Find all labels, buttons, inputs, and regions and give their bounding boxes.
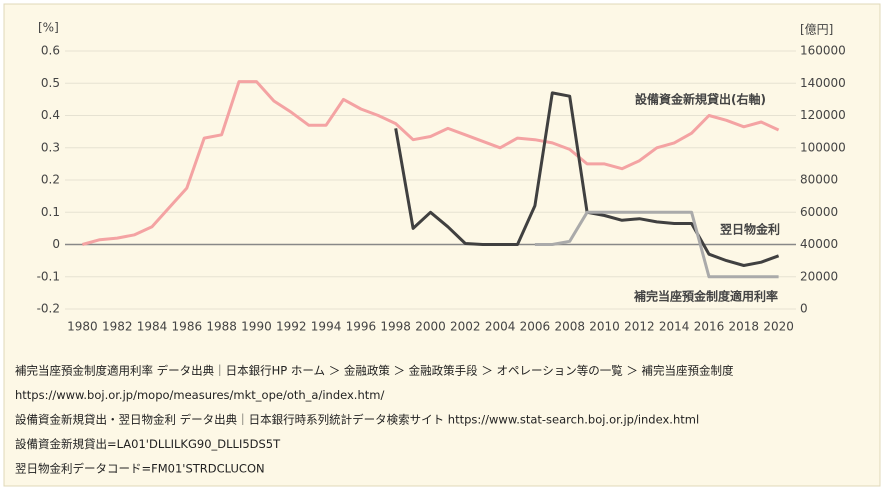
y-tick-label: 0.6 [41, 44, 60, 58]
x-tick-label: 2002 [450, 320, 481, 334]
y2-tick-label: 0 [800, 302, 808, 316]
y2-tick-label: 20000 [800, 269, 838, 283]
series-label: 翌日物金利 [720, 222, 780, 237]
source-note: https://www.boj.or.jp/mopo/measures/mkt_… [15, 388, 384, 402]
x-tick-label: 1992 [276, 320, 307, 334]
source-note: 翌日物金利データコード=FM01'STRDCLUCON [15, 462, 265, 476]
series-line [82, 80, 780, 246]
y2-unit: [億円] [800, 23, 833, 37]
y2-tick-label: 80000 [800, 173, 838, 187]
x-tick-label: 2016 [694, 320, 725, 334]
x-tick-label: 1990 [241, 320, 272, 334]
y2-tick-label: 160000 [800, 44, 846, 58]
x-tick-label: 1994 [311, 320, 342, 334]
x-tick-label: 1980 [67, 320, 98, 334]
x-tick-label: 1998 [380, 320, 411, 334]
source-note: 補完当座預金制度適用利率 データ出典｜日本銀行HP ホーム ＞ 金融政策 ＞ 金… [15, 364, 734, 378]
y-tick-label: 0.2 [41, 173, 60, 187]
x-tick-label: 2014 [659, 320, 690, 334]
source-note: 設備資金新規貸出=LA01'DLLILKG90_DLLI5DS5T [15, 437, 281, 451]
x-tick-label: 2012 [624, 320, 655, 334]
y2-tick-label: 120000 [800, 108, 846, 122]
x-tick-label: 2008 [554, 320, 585, 334]
series-line [534, 210, 779, 279]
y2-tick-label: 100000 [800, 140, 846, 154]
y2-tick-label: 60000 [800, 205, 838, 219]
x-tick-label: 1996 [346, 320, 377, 334]
y-unit: [%] [38, 21, 59, 35]
x-tick-label: 2000 [415, 320, 446, 334]
y-tick-label: 0.1 [41, 205, 60, 219]
x-tick-label: 2020 [763, 320, 794, 334]
y-tick-label: -0.1 [37, 269, 60, 283]
x-tick-label: 2010 [589, 320, 620, 334]
series-label: 補完当座預金制度適用利率 [633, 289, 778, 304]
x-tick-label: 2018 [729, 320, 760, 334]
y2-tick-label: 140000 [800, 76, 846, 90]
y-tick-label: -0.2 [37, 302, 60, 316]
y-tick-label: 0.4 [41, 108, 60, 122]
x-tick-label: 2006 [520, 320, 551, 334]
y-tick-label: 0.5 [41, 76, 60, 90]
x-tick-label: 2004 [485, 320, 516, 334]
x-tick-label: 1988 [206, 320, 237, 334]
x-tick-label: 1986 [172, 320, 203, 334]
series-label: 設備資金新規貸出(右軸) [635, 92, 766, 107]
y-tick-label: 0.3 [41, 140, 60, 154]
x-tick-label: 1982 [102, 320, 133, 334]
source-note: 設備資金新規貸出・翌日物金利 データ出典｜日本銀行時系列統計データ検索サイト h… [15, 413, 699, 427]
y2-tick-label: 40000 [800, 237, 838, 251]
y-tick-label: 0 [52, 237, 60, 251]
x-tick-label: 1984 [137, 320, 168, 334]
